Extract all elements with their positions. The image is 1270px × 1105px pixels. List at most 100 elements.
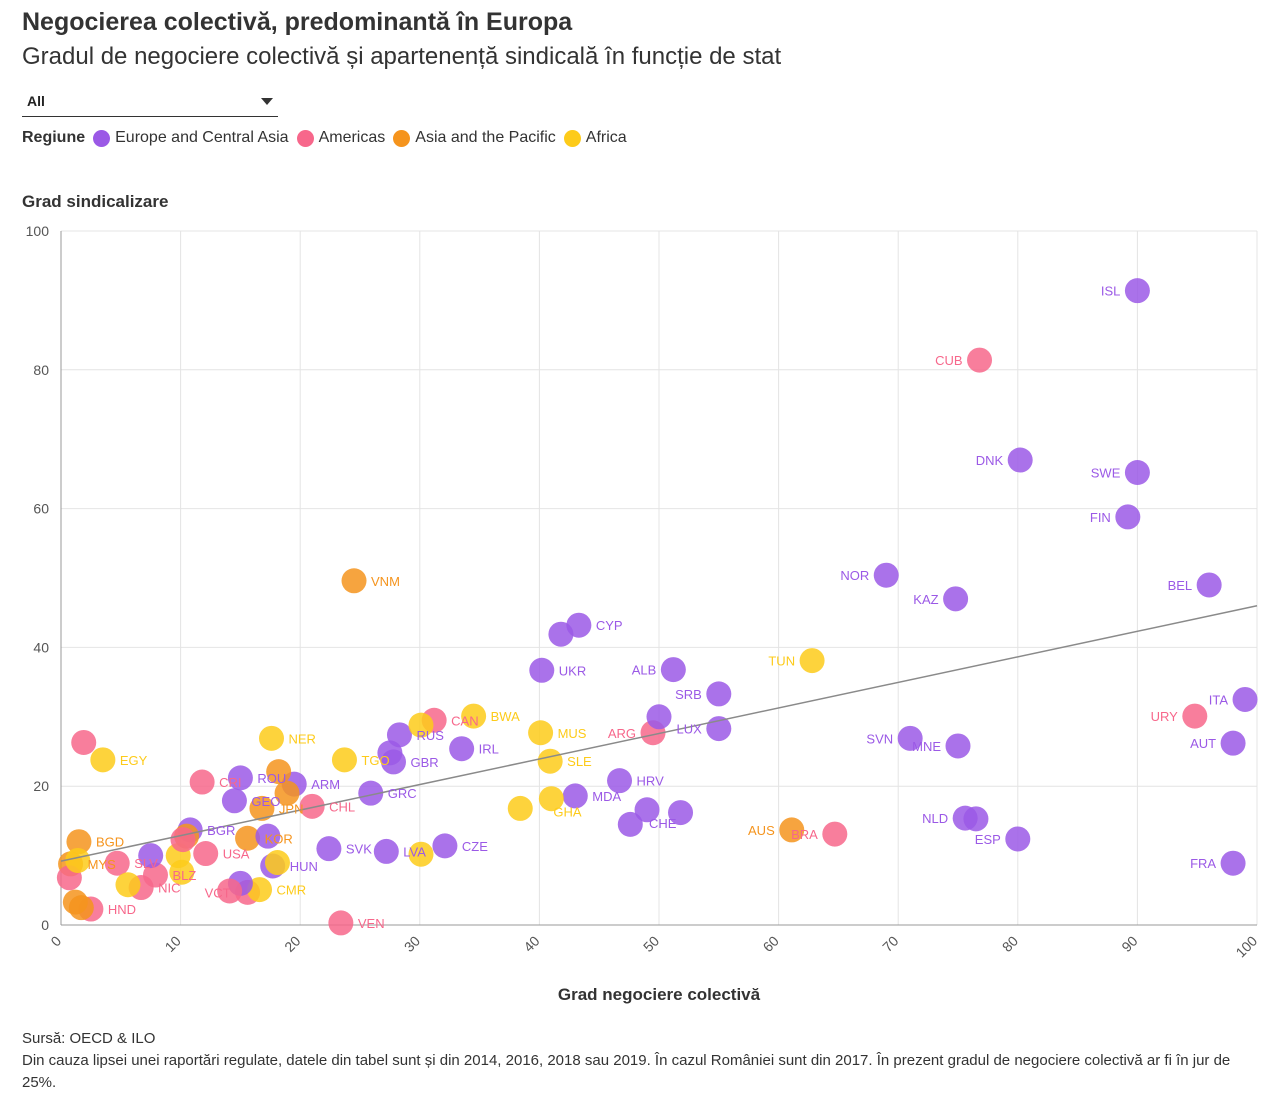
data-point-unlabeled (408, 712, 434, 738)
data-point-unlabeled (617, 811, 643, 837)
x-tick-label: 20 (281, 932, 303, 954)
data-point-vnm (341, 568, 367, 594)
legend-item-asia[interactable]: Asia and the Pacific (393, 129, 556, 147)
point-label-svk: SVK (346, 842, 372, 857)
point-label-usa: USA (223, 847, 250, 862)
legend-swatch-europe (93, 129, 111, 147)
region-filter-dropdown[interactable]: All (22, 88, 278, 117)
y-tick-label: 60 (33, 501, 49, 517)
x-tick-label: 0 (47, 932, 64, 949)
data-point-cmr (247, 877, 273, 903)
source-text: Sursă: OECD & ILO (22, 1030, 156, 1047)
data-point-rou (227, 765, 253, 791)
data-point-unlabeled (377, 740, 403, 766)
data-point-hrv (607, 768, 633, 794)
data-point-cze (432, 833, 458, 859)
point-label-ven: VEN (358, 916, 385, 931)
data-point-lux (706, 716, 732, 742)
legend-label-asia: Asia and the Pacific (415, 129, 556, 146)
point-label-isl: ISL (1101, 284, 1121, 299)
source-note: Sursă: OECD & ILO Din cauza lipsei unei … (22, 1028, 1267, 1094)
x-tick-label: 60 (760, 932, 782, 954)
data-point-mus (528, 720, 554, 746)
data-point-fin (1115, 504, 1141, 530)
data-point-fra (1220, 850, 1246, 876)
point-label-bel: BEL (1168, 578, 1193, 593)
dropdown-selected-value: All (27, 93, 45, 109)
data-point-bwa (461, 703, 487, 729)
point-label-arm: ARM (311, 777, 340, 792)
data-point-unlabeled (255, 823, 281, 849)
data-point-mne (945, 733, 971, 759)
legend-swatch-americas (296, 129, 314, 147)
data-point-bel (1196, 572, 1222, 598)
legend-item-africa[interactable]: Africa (563, 129, 627, 147)
y-tick-label: 20 (33, 778, 49, 794)
data-point-unlabeled (266, 759, 292, 785)
point-label-nic: NIC (158, 881, 180, 896)
data-point-unlabeled (68, 895, 94, 921)
x-axis-label: Grad negociere colectivă (557, 985, 761, 1004)
point-label-swe: SWE (1091, 466, 1121, 481)
y-tick-label: 100 (26, 223, 50, 239)
point-label-cyp: CYP (596, 618, 623, 633)
y-axis-label: Grad sindicalizare (22, 192, 169, 211)
data-point-unlabeled (963, 806, 989, 832)
point-label-hun: HUN (290, 859, 318, 874)
data-point-unlabeled (217, 878, 243, 904)
data-point-cub (967, 347, 993, 373)
point-label-alb: ALB (632, 663, 657, 678)
point-label-mda: MDA (592, 789, 621, 804)
point-label-grc: GRC (388, 786, 417, 801)
data-point-unlabeled (264, 850, 290, 876)
y-tick-label: 80 (33, 362, 49, 378)
data-point-bra (822, 821, 848, 847)
data-point-aut (1220, 730, 1246, 756)
legend: Regiune Europe and Central Asia Americas… (22, 128, 635, 148)
point-label-aut: AUT (1190, 736, 1216, 751)
legend-label-africa: Africa (585, 129, 627, 146)
data-point-ven (328, 910, 354, 936)
data-point-esp (1005, 826, 1031, 852)
point-label-hnd: HND (108, 902, 136, 917)
point-label-svn: SVN (866, 731, 893, 746)
point-label-bgr: BGR (207, 823, 235, 838)
point-label-vct: VCT (205, 885, 231, 900)
point-label-srb: SRB (675, 687, 702, 702)
y-tick-label: 0 (41, 917, 49, 933)
data-point-egy (90, 747, 116, 773)
data-point-unlabeled (138, 843, 164, 869)
point-label-kaz: KAZ (913, 592, 938, 607)
x-tick-label: 70 (879, 932, 901, 954)
point-label-ita: ITA (1209, 692, 1229, 707)
y-tick-label: 40 (33, 639, 49, 655)
data-point-jpn (249, 795, 275, 821)
point-label-cub: CUB (935, 353, 962, 368)
legend-title: Regiune (22, 129, 86, 146)
legend-item-americas[interactable]: Americas (296, 129, 386, 147)
data-point-alb (660, 657, 686, 683)
chart-title: Negocierea colectivă, predominantă în Eu… (22, 8, 573, 36)
data-point-svk (316, 836, 342, 862)
point-label-bwa: BWA (491, 709, 520, 724)
data-point-slv (104, 850, 130, 876)
x-tick-label: 30 (401, 932, 423, 954)
point-label-nor: NOR (840, 568, 869, 583)
data-point-tun (799, 648, 825, 674)
data-point-che (634, 797, 660, 823)
data-point-nor (873, 562, 899, 588)
data-point-gha (538, 786, 564, 812)
data-point-unlabeled (646, 704, 672, 730)
data-point-grc (358, 780, 384, 806)
legend-label-americas: Americas (318, 129, 386, 146)
point-label-esp: ESP (975, 832, 1001, 847)
point-label-dnk: DNK (976, 453, 1004, 468)
trend-line (60, 605, 1258, 862)
legend-item-europe[interactable]: Europe and Central Asia (93, 129, 289, 147)
point-label-ury: URY (1151, 709, 1179, 724)
data-point-unlabeled (408, 841, 434, 867)
point-label-jpn: JPN (279, 801, 304, 816)
point-label-rus: RUS (416, 728, 444, 743)
point-label-nld: NLD (922, 811, 948, 826)
point-label-fin: FIN (1090, 510, 1111, 525)
